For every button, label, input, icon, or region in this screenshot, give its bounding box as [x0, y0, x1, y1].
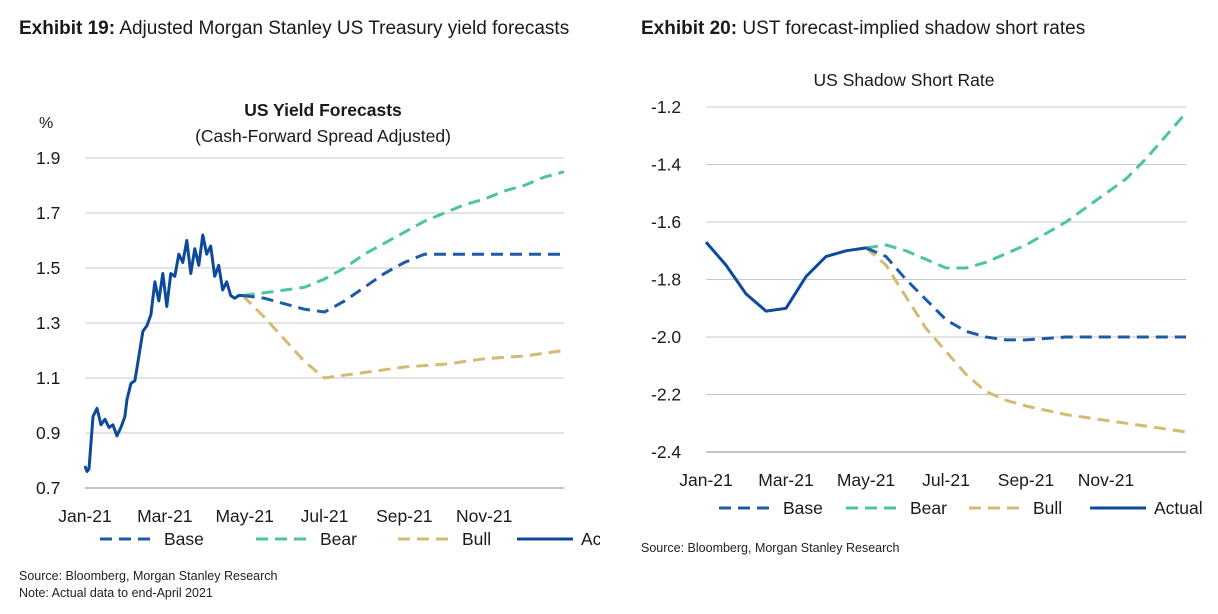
ex20-legend-label-bull: Bull [1033, 498, 1062, 518]
ex19-series-base-line [242, 252, 564, 314]
ex20-x-tick-label: Jul-21 [922, 470, 970, 490]
ex20-y-tick-label: -2.0 [651, 327, 681, 347]
ex19-chart-subtitle: (Cash-Forward Spread Adjusted) [195, 126, 451, 146]
ex19-legend-label-bull: Bull [462, 529, 491, 549]
ex19-x-tick-label: Sep-21 [376, 506, 432, 526]
ex20-legend-label-bear: Bear [910, 498, 947, 518]
ex20-series-bull-line [865, 246, 1187, 434]
ex19-legend-label-bear: Bear [320, 529, 357, 549]
ex20-series-actual-line [704, 241, 867, 313]
ex20-legend-label-base: Base [783, 498, 823, 518]
ex19-y-tick-label: 1.1 [36, 368, 60, 388]
ex20-y-tick-label: -1.4 [651, 155, 681, 175]
exhibit-19-text: Adjusted Morgan Stanley US Treasury yiel… [119, 18, 570, 39]
ex19-series-actual-line [83, 233, 243, 473]
exhibit-20-title: Exhibit 20: UST forecast-implied shadow … [641, 15, 1201, 42]
us-yield-forecasts-chart: US Yield Forecasts (Cash-Forward Spread A… [36, 100, 600, 549]
ex19-y-tick-label: 1.3 [36, 313, 60, 333]
ex20-y-tick-label: -2.4 [651, 442, 681, 462]
ex20-y-tick-label: -1.8 [651, 270, 681, 290]
exhibit-19-label: Exhibit 19: [19, 18, 116, 39]
ex20-x-tick-label: Nov-21 [1078, 470, 1134, 490]
ex19-series-bull-line [241, 294, 565, 380]
ex19-chart-title: US Yield Forecasts [244, 100, 402, 120]
exhibit-20-text: UST forecast-implied shadow short rates [742, 18, 1086, 39]
ex19-x-tick-label: Mar-21 [137, 506, 192, 526]
ex20-series-bear-line [865, 111, 1188, 270]
ex20-legend-label-actual: Actual [1154, 498, 1203, 518]
ex20-y-tick-label: -1.6 [651, 212, 681, 232]
ex19-legend-label-base: Base [164, 529, 204, 549]
ex19-x-tick-label: Jul-21 [301, 506, 349, 526]
ex20-x-tick-label: Mar-21 [758, 470, 813, 490]
ex20-series-base-line [865, 246, 1186, 342]
ex20-x-tick-label: Jan-21 [679, 470, 733, 490]
ex19-y-tick-label: 1.9 [36, 148, 60, 168]
ex19-x-tick-label: Nov-21 [456, 506, 512, 526]
exhibit-19-note: Note: Actual data to end-April 2021 [19, 586, 213, 600]
exhibit-19-source: Source: Bloomberg, Morgan Stanley Resear… [19, 569, 278, 583]
ex19-y-tick-label: 0.7 [36, 478, 60, 498]
ex20-y-tick-label: -1.2 [651, 97, 681, 117]
ex19-legend-label-actual: Actual [581, 529, 600, 549]
ex19-series-bear-line [242, 170, 565, 297]
ex19-x-tick-label: May-21 [215, 506, 273, 526]
ex19-y-tick-label: 1.5 [36, 258, 60, 278]
ex19-y-tick-label: 0.9 [36, 423, 60, 443]
exhibit-20-label: Exhibit 20: [641, 18, 738, 39]
ex19-y-tick-label: 1.7 [36, 203, 60, 223]
ex20-chart-title: US Shadow Short Rate [814, 70, 995, 90]
ex20-x-tick-label: May-21 [837, 470, 895, 490]
ex20-y-tick-label: -2.2 [651, 385, 681, 405]
ex19-y-axis-label: % [39, 115, 53, 132]
exhibit-20-source: Source: Bloomberg, Morgan Stanley Resear… [641, 541, 900, 555]
ex19-x-tick-label: Jan-21 [58, 506, 112, 526]
exhibit-19-title: Exhibit 19: Adjusted Morgan Stanley US T… [19, 15, 579, 42]
ex20-x-tick-label: Sep-21 [998, 470, 1054, 490]
